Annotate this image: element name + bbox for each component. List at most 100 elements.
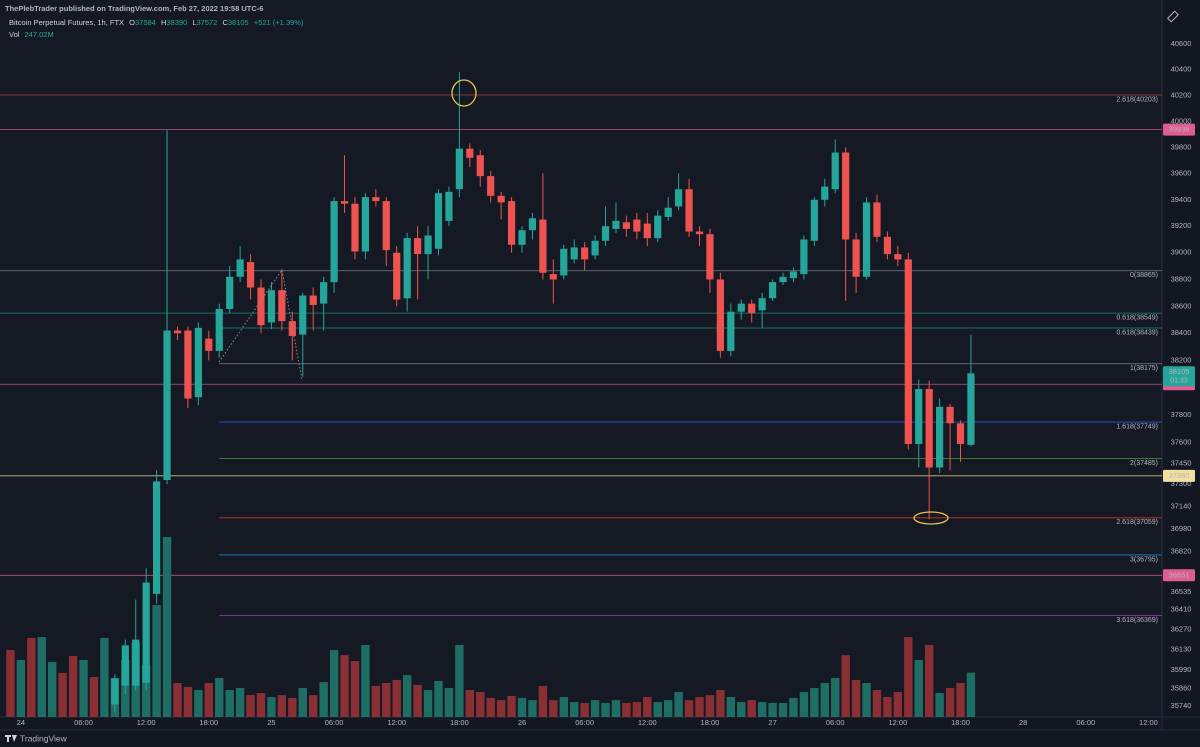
level-label: 1.618(37749) bbox=[1116, 423, 1158, 430]
candle-body bbox=[800, 239, 808, 275]
volume-bar bbox=[100, 637, 109, 717]
volume-bar bbox=[319, 682, 328, 717]
publisher: ThePlebTrader published on TradingView.c… bbox=[5, 4, 263, 13]
ohlc-letter: C bbox=[222, 18, 228, 27]
candle-body bbox=[925, 389, 933, 468]
volume-bar bbox=[246, 695, 255, 717]
level-label: 3(36795) bbox=[1130, 556, 1158, 563]
candle-body bbox=[434, 193, 443, 249]
volume-bar bbox=[851, 679, 861, 717]
countdown: 01:33 bbox=[1170, 378, 1188, 385]
x-tick-label: 27 bbox=[768, 718, 776, 727]
candle-body bbox=[351, 203, 359, 252]
ruler bbox=[1166, 10, 1180, 23]
candle-body bbox=[946, 406, 954, 424]
volume-bar bbox=[737, 702, 746, 717]
ohlc-value: 38390 bbox=[166, 18, 187, 27]
volume-bar bbox=[653, 702, 662, 717]
volume-bar bbox=[277, 695, 287, 717]
volume-bar bbox=[528, 700, 537, 717]
candle-body bbox=[257, 287, 265, 326]
candle-body bbox=[675, 189, 683, 207]
candle-body bbox=[497, 195, 505, 203]
volume-line: Vol 247.02M bbox=[9, 30, 54, 39]
volume-bar bbox=[831, 677, 840, 717]
volume-bar bbox=[966, 672, 976, 717]
candle-body bbox=[842, 152, 850, 240]
axes: 40600 40400 40200 40000 39800 39600 39400 39200… bbox=[17, 39, 1195, 727]
y-tick-label: 39000 bbox=[1171, 248, 1192, 257]
candle-body bbox=[194, 327, 202, 398]
y-tick-label: 36130 bbox=[1171, 645, 1192, 654]
candle-body bbox=[852, 239, 860, 277]
x-tick-label: 12:00 bbox=[387, 718, 406, 727]
volume-bar bbox=[580, 702, 589, 717]
x-tick-label: 28 bbox=[1019, 718, 1027, 727]
candle-body bbox=[476, 155, 484, 177]
y-tick-label: 37800 bbox=[1171, 410, 1192, 419]
candle-body bbox=[560, 248, 568, 276]
volume-bar bbox=[382, 682, 391, 717]
volume-bar bbox=[590, 700, 600, 717]
volume-bar bbox=[288, 697, 297, 717]
candle-body bbox=[393, 252, 401, 300]
x-tick-label: 18:00 bbox=[450, 718, 469, 727]
candle-body bbox=[810, 199, 818, 241]
level-label: 2.618(37059) bbox=[1116, 519, 1158, 526]
volume-bar bbox=[79, 659, 88, 717]
volume-bar bbox=[956, 682, 965, 717]
volume-bar bbox=[89, 677, 99, 717]
y-tick-label: 36535 bbox=[1171, 587, 1192, 596]
volume-bar bbox=[194, 690, 203, 717]
volume-bar bbox=[622, 702, 631, 717]
y-tick-label: 38600 bbox=[1171, 301, 1192, 310]
candle-body bbox=[507, 201, 516, 245]
candle-body bbox=[716, 279, 724, 351]
volume-bar bbox=[162, 537, 172, 717]
volume-bar bbox=[298, 688, 307, 717]
candle-body bbox=[309, 295, 317, 305]
volume-bar bbox=[820, 682, 829, 717]
x-tick-label: 12:00 bbox=[1139, 718, 1158, 727]
candle-body bbox=[455, 148, 463, 190]
volume-bar bbox=[570, 702, 579, 717]
candle-body bbox=[581, 247, 589, 260]
volume-bar bbox=[402, 675, 412, 717]
x-tick-label: 26 bbox=[518, 718, 526, 727]
candle-body bbox=[445, 191, 453, 221]
volume-bar bbox=[747, 700, 756, 717]
candle-body bbox=[288, 321, 296, 336]
volume-bar bbox=[601, 702, 610, 717]
candle-body bbox=[956, 423, 965, 444]
level-label: 3.618(36369) bbox=[1116, 617, 1158, 624]
y-tick-label: 40000 bbox=[1171, 116, 1192, 125]
candle-body bbox=[340, 201, 349, 204]
volume-bar bbox=[799, 691, 809, 717]
candle-body bbox=[215, 308, 223, 351]
volume-bar bbox=[810, 688, 819, 717]
volume-bar bbox=[872, 690, 882, 717]
candle-body bbox=[487, 176, 495, 196]
volume-bar bbox=[434, 681, 443, 717]
candle-body bbox=[633, 219, 641, 232]
volume-bar bbox=[643, 697, 652, 717]
candle-body bbox=[414, 238, 422, 255]
candle-body bbox=[967, 373, 975, 445]
logo bbox=[12, 735, 17, 742]
candle-body bbox=[695, 231, 704, 235]
candle-body bbox=[727, 311, 735, 351]
ruler-icon bbox=[1166, 10, 1180, 23]
volume-bar bbox=[632, 702, 642, 717]
volume-bar bbox=[883, 697, 892, 717]
last-price-badge bbox=[1163, 366, 1195, 387]
y-tick-label: 38800 bbox=[1171, 274, 1192, 283]
x-tick-label: 24 bbox=[17, 718, 25, 727]
y-tick-label: 37140 bbox=[1171, 501, 1192, 510]
volume-bar bbox=[517, 697, 527, 717]
level-label: 2(37485) bbox=[1130, 460, 1158, 467]
volume-bar bbox=[841, 655, 850, 717]
candle-body bbox=[915, 389, 923, 444]
candle-body bbox=[789, 271, 798, 279]
candle-body bbox=[403, 238, 411, 299]
